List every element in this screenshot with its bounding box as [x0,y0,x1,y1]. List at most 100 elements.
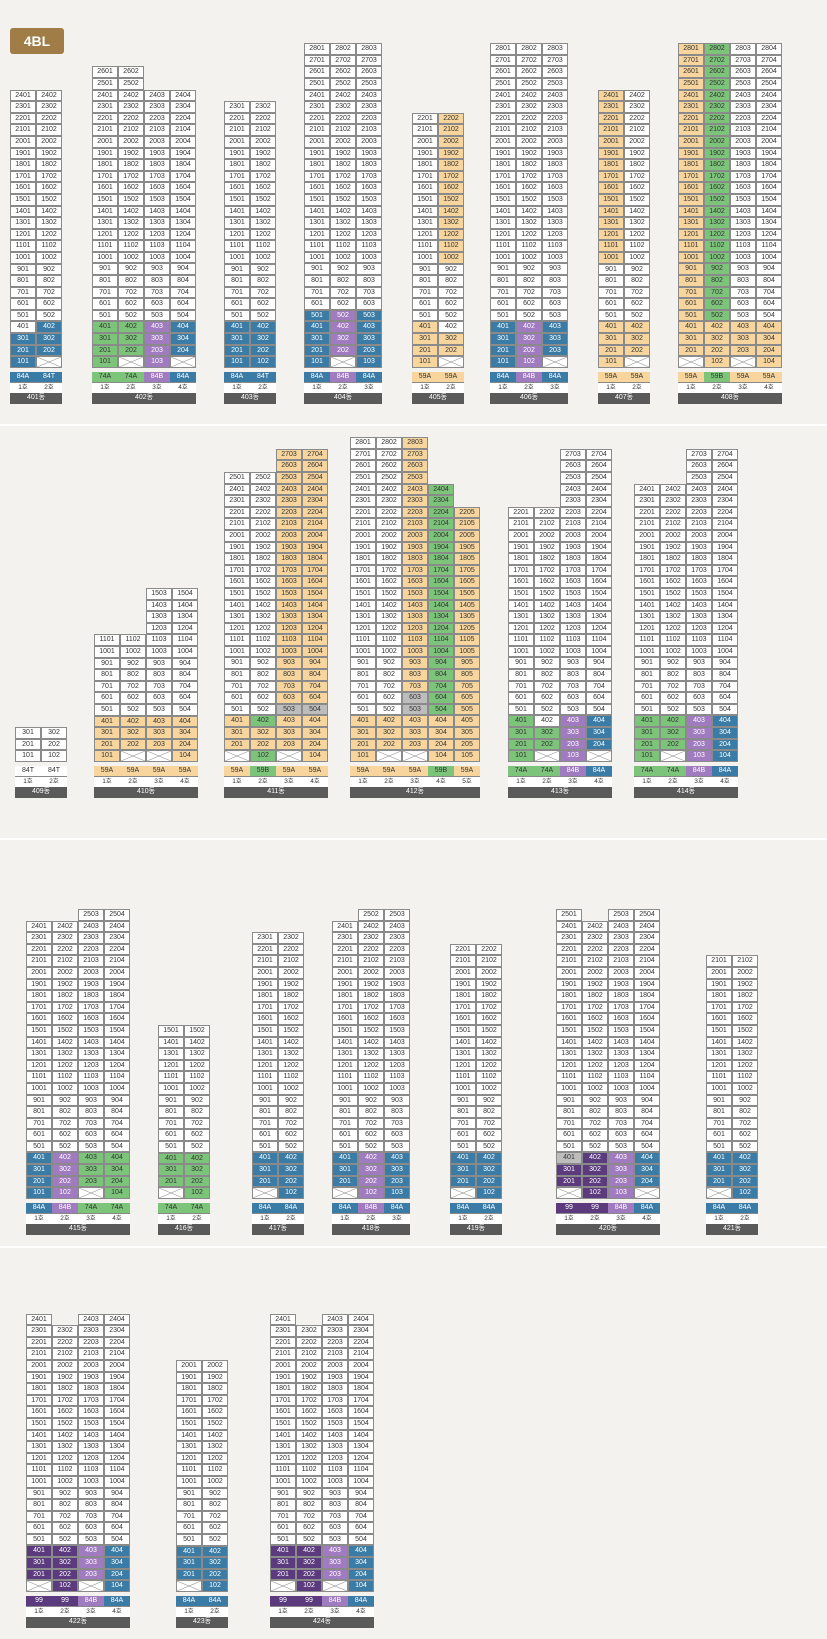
unit-cell: 1003 [402,645,428,658]
line-number-label: 2호 [358,1213,384,1224]
unit-cell: 1503 [560,587,586,600]
unit-cell: 501 [332,1140,358,1153]
unit-cell: 2102 [250,518,276,530]
unit-type-label: 74A [660,765,686,777]
unit-grid: 2503 2504 2401 2402 2403 2404 2301 2302 2303 2304… [26,909,130,1199]
unit-type-label: 84A [348,1595,374,1607]
unit-cell: 2502 [376,471,402,484]
unit-cell: 2103 [402,518,428,530]
line-number-label: 1호 [94,776,120,787]
unit-cell: 202 [534,738,560,751]
no-unit-cell [678,356,704,368]
line-number-row: 1호 2호 [15,776,67,787]
no-unit-cell [146,750,172,762]
unit-cell: 803 [356,275,382,287]
unit-cell: 905 [454,657,480,670]
unit-cell: 2402 [624,89,650,102]
unit-cell: 203 [730,344,756,357]
unit-cell: 1203 [144,228,170,241]
unit-cell: 1904 [170,147,196,160]
unit-cell: 801 [598,275,624,287]
line-number-label: 1호 [224,776,250,787]
unit-cell: 402 [438,321,464,334]
unit-type-row: 59A 59A 59A 59B 59A [350,765,480,777]
unit-cell: 2404 [104,1313,130,1326]
building-415동: 2503 2504 2401 2402 2403 2404 2301 2302 2303 2304… [26,909,130,1235]
unit-cell: 2104 [170,124,196,136]
unit-cell: 502 [36,309,62,322]
line-number-label: 3호 [542,382,568,393]
unit-cell: 602 [732,1129,758,1141]
unit-cell: 2102 [624,124,650,136]
unit-cell: 1802 [624,159,650,171]
unit-cell: 2604 [756,66,782,78]
unit-cell: 604 [172,692,198,704]
unit-cell: 1702 [358,1001,384,1014]
unit-cell: 1304 [104,1048,130,1060]
line-number-label: 2호 [516,382,542,393]
unit-type-row: 84A 84A [450,1202,502,1214]
unit-cell: 502 [624,309,650,322]
unit-cell: 801 [270,1499,296,1511]
unit-cell: 2403 [356,89,382,102]
unit-cell: 1201 [26,1059,52,1072]
unit-cell: 603 [560,692,586,704]
unit-cell: 502 [250,703,276,716]
unit-cell: 1401 [10,205,36,218]
unit-cell: 1501 [92,193,118,206]
unit-cell: 2003 [78,1359,104,1372]
unit-cell: 2101 [10,124,36,136]
unit-cell: 1601 [252,1013,278,1025]
no-unit-cell [170,356,196,368]
unit-cell: 2802 [376,437,402,449]
building-name-label: 401동 [10,392,62,404]
empty-slot [170,66,196,78]
unit-cell: 2403 [560,483,586,496]
unit-cell: 2501 [304,77,330,90]
unit-cell: 304 [172,727,198,739]
line-number-row: 1호 2호 3호 4호 [224,776,328,787]
unit-cell: 2801 [490,43,516,55]
unit-cell: 1304 [104,1441,130,1453]
unit-cell: 2102 [438,124,464,136]
unit-cell: 1101 [634,634,660,646]
unit-cell: 1103 [146,634,172,646]
unit-cell: 2704 [302,448,328,461]
unit-cell: 403 [356,321,382,334]
unit-cell: 302 [278,1164,304,1176]
unit-cell: 301 [412,333,438,345]
unit-cell: 605 [454,692,480,704]
unit-cell: 1501 [678,193,704,206]
unit-cell: 204 [302,738,328,751]
building-name-label: 412동 [350,786,480,798]
unit-cell: 701 [598,286,624,299]
no-unit-cell [276,750,302,762]
empty-slot [52,909,78,921]
unit-cell: 301 [252,1164,278,1176]
unit-cell: 1701 [634,564,660,577]
unit-cell: 2005 [454,529,480,542]
no-unit-cell [120,750,146,762]
unit-cell: 302 [36,333,62,345]
unit-cell: 2401 [634,483,660,496]
unit-cell: 402 [202,1545,228,1558]
unit-cell: 2201 [10,112,36,125]
unit-cell: 1503 [276,587,302,600]
unit-cell: 502 [184,1140,210,1153]
unit-cell: 101 [92,356,118,368]
unit-cell: 903 [276,657,302,670]
unit-grid: 1501 1502 1401 1402 1301 1302 1201 1202 1101 1102… [158,1025,210,1199]
unit-cell: 2503 [686,471,712,484]
unit-cell: 203 [276,738,302,751]
line-number-label: 1호 [350,776,376,787]
unit-cell: 2501 [490,77,516,90]
unit-cell: 1901 [224,147,250,160]
unit-cell: 701 [176,1510,202,1523]
unit-cell: 601 [26,1522,52,1534]
unit-cell: 2102 [582,955,608,967]
unit-cell: 2402 [118,89,144,102]
unit-cell: 2102 [52,1348,78,1360]
unit-cell: 804 [634,1106,660,1118]
unit-cell: 1602 [52,1406,78,1418]
unit-cell: 1904 [634,978,660,991]
